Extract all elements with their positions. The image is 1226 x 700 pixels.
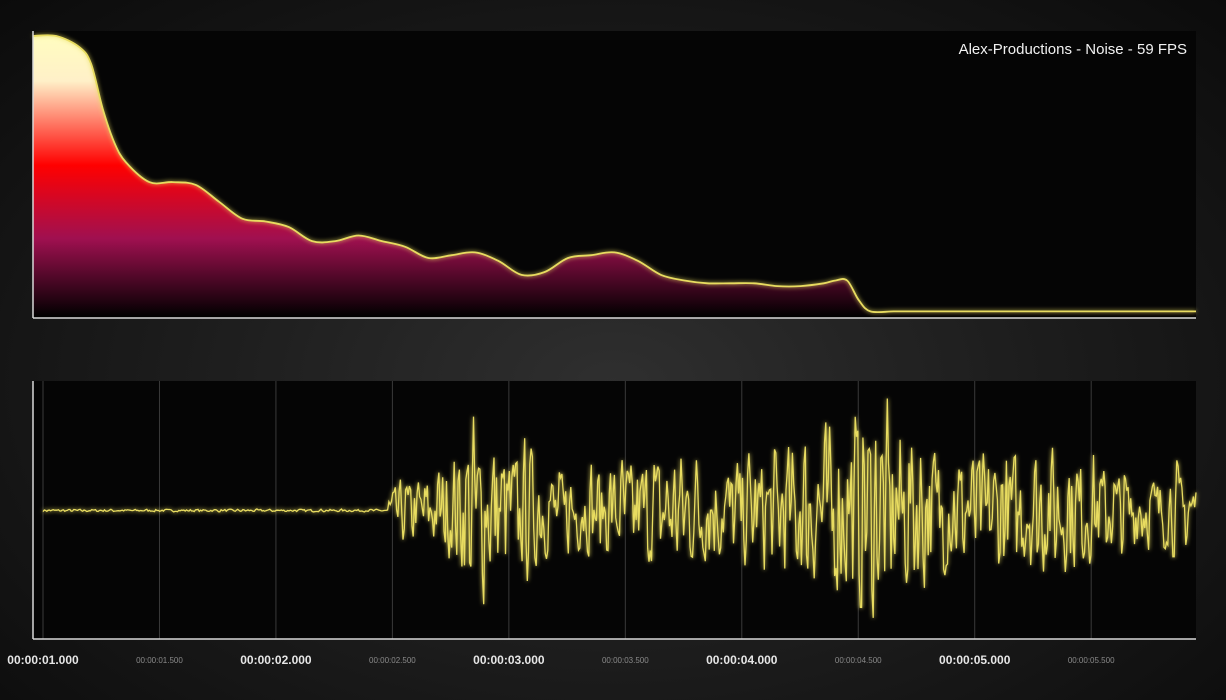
x-tick-major-label: 00:00:02.000 — [240, 653, 312, 667]
x-tick-major-label: 00:00:01.000 — [7, 653, 79, 667]
spectrum-area — [33, 35, 1196, 318]
waveform-panel: 00:00:01.000 00:00:02.000 00:00:03.000 00:0… — [7, 381, 1197, 667]
x-tick-minor-label: 00:00:01.500 — [136, 656, 183, 665]
spectrum-panel: Alex-Productions - Noise - 59 FPS — [32, 31, 1196, 319]
spectrum-outline — [32, 34, 1196, 314]
waveform-line — [42, 398, 1197, 618]
x-tick-minor-label: 00:00:04.500 — [835, 656, 882, 665]
x-tick-minor-label: 00:00:02.500 — [369, 656, 416, 665]
x-tick-minor-label: 00:00:05.500 — [1068, 656, 1115, 665]
x-tick-major-label: 00:00:04.000 — [706, 653, 778, 667]
waveform-tick-labels: 00:00:01.000 00:00:02.000 00:00:03.000 00:0… — [7, 653, 1115, 667]
x-tick-minor-label: 00:00:03.500 — [602, 656, 649, 665]
x-tick-major-label: 00:00:05.000 — [939, 653, 1011, 667]
x-tick-major-label: 00:00:03.000 — [473, 653, 545, 667]
chart-title: Alex-Productions - Noise - 59 FPS — [959, 41, 1187, 58]
